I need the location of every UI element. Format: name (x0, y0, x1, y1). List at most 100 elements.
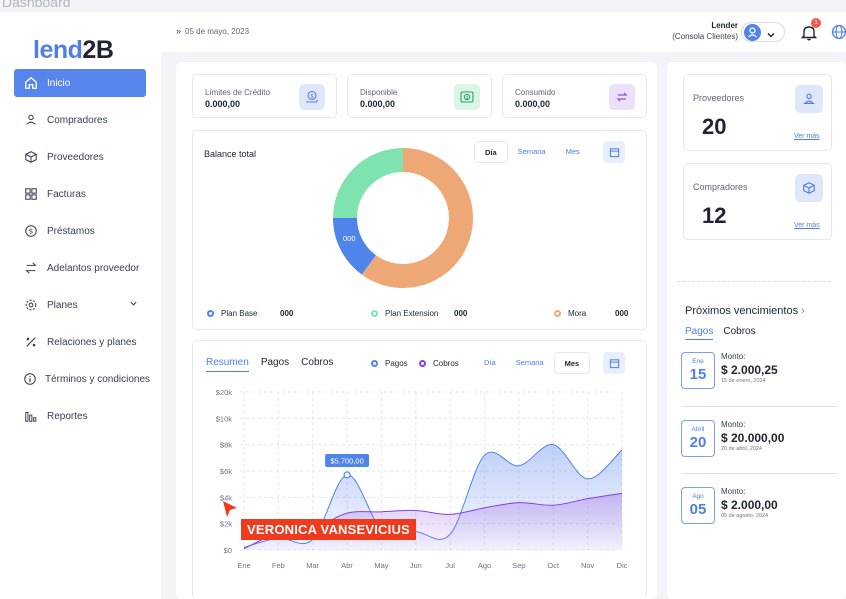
sidebar-item-proveedores[interactable]: Proveedores (14, 143, 146, 171)
cash-icon: $ (454, 84, 480, 110)
date-badge: Ago 05 (681, 487, 715, 524)
legend-plan-base: Plan Base (207, 309, 257, 318)
legend-value: 000 (280, 309, 294, 318)
legend-dot (207, 310, 214, 317)
ver-mas-link[interactable]: Ver más (794, 222, 820, 229)
tab-pagos[interactable]: Pagos (685, 326, 714, 340)
x-tick-label: May (374, 561, 388, 570)
balance-title: Balance total (204, 149, 257, 159)
sidebar-item-label: Términos y condiciones (45, 373, 151, 385)
user-role: Lender (711, 21, 738, 30)
x-tick-label: Ago (478, 561, 491, 570)
legend-value: 000 (454, 309, 468, 318)
legend-value: 000 (615, 309, 629, 318)
svg-text:$: $ (29, 228, 33, 236)
tab-cobros[interactable]: Cobros (301, 357, 334, 368)
sidebar-nav: Inicio Compradores Proveedores Facturas … (14, 69, 150, 439)
grid-icon (23, 186, 39, 202)
x-tick-label: Sep (512, 561, 525, 570)
y-tick-label: $2k (220, 520, 232, 529)
sidebar-item-label: Adelantos proveedor (47, 262, 140, 274)
balance-period-selector: Día Semana Mes (474, 141, 590, 163)
sidebar-item-relaciones[interactable]: Relaciones y planes (14, 328, 146, 356)
cursor-user-label: VERONICA VANSEVICIUS (241, 519, 416, 540)
tooltip-label: $5.700,00 (330, 456, 363, 465)
dollar-circle-icon: $ (23, 223, 39, 239)
legend-dot (419, 360, 426, 367)
vencimientos-title[interactable]: Próximos vencimientos › (685, 305, 805, 317)
calendar-button[interactable] (603, 352, 625, 374)
sidebar-item-label: Reportes (47, 410, 88, 422)
period-mes[interactable]: Mes (553, 352, 591, 374)
y-tick-label: $20k (216, 388, 233, 397)
legend-dot (371, 360, 378, 367)
x-tick-label: Ene (237, 561, 250, 570)
calendar-button[interactable] (603, 141, 625, 163)
calendar-icon (609, 358, 619, 368)
period-semana[interactable]: Semana (517, 147, 546, 156)
y-tick-label: $0 (224, 546, 232, 555)
topbar: » 05 de mayo, 2023 Lender (Consola Client… (161, 12, 846, 52)
cursor-pointer-icon (223, 501, 237, 517)
donut-center-label: 000 (343, 234, 356, 243)
avatar (744, 24, 761, 41)
box-icon (795, 174, 823, 202)
ver-mas-link[interactable]: Ver más (794, 133, 820, 140)
stat-card-consumido: Consumido 0.000,00 (502, 74, 647, 118)
tab-pagos[interactable]: Pagos (260, 357, 290, 368)
legend-dot (371, 310, 378, 317)
period-dia[interactable]: Día (484, 358, 496, 367)
date-badge: Abril 20 (681, 420, 715, 457)
period-mes[interactable]: Mes (565, 147, 580, 156)
tab-resumen[interactable]: Resumen (206, 357, 249, 372)
user-info: Lender (Consola Clientes) (666, 20, 738, 42)
sidebar-item-adelantos[interactable]: Adelantos proveedor (14, 254, 146, 282)
tooltip-box (325, 453, 370, 467)
svg-text:$: $ (466, 95, 469, 101)
double-chevron-icon[interactable]: » (176, 26, 182, 36)
transfer-icon (23, 260, 39, 276)
vencimiento-item[interactable]: Ene 15 Monto: $ 2.000,25 15 de enero, 2024 (681, 352, 838, 412)
sidebar-item-label: Facturas (47, 188, 86, 200)
logo[interactable]: lend2B (33, 36, 114, 64)
vencimiento-item[interactable]: Abril 20 Monto: $ 20.000,00 20 de abril, 20… (681, 420, 838, 480)
sidebar-item-label: Proveedores (47, 151, 104, 163)
area-chart: $0 $2k $4k $6k $8k $10k $20k Ene Feb Mar Abr May Jun… (216, 388, 628, 570)
sidebar-item-compradores[interactable]: Compradores (14, 106, 146, 134)
y-tick-label: $4k (220, 493, 232, 502)
chevron-down-icon (129, 299, 138, 311)
donut-slice-plan-extension (333, 148, 403, 218)
x-tick-label: Feb (272, 561, 285, 570)
bell-icon[interactable] (800, 24, 818, 46)
sidebar-item-inicio[interactable]: Inicio (14, 69, 146, 97)
stat-card-limites: Límites de Crédito 0.000,00 $ (192, 74, 337, 118)
sidebar-item-label: Planes (47, 299, 78, 311)
percent-icon (23, 334, 39, 350)
donut-chart: 000 (333, 148, 473, 288)
sidebar-item-label: Préstamos (47, 225, 95, 237)
notification-badge: 1 (811, 18, 821, 28)
globe-icon[interactable] (831, 24, 846, 45)
sidebar-item-facturas[interactable]: Facturas (14, 180, 146, 208)
period-dia[interactable]: Día (474, 141, 508, 163)
sidebar-item-planes[interactable]: Planes (14, 291, 146, 319)
x-tick-label: Mar (306, 561, 319, 570)
user-menu-button[interactable] (741, 22, 785, 42)
data-point-highlight (343, 471, 351, 479)
legend-plan-extension: Plan Extension (371, 309, 438, 318)
sidebar-item-prestamos[interactable]: $ Préstamos (14, 217, 146, 245)
x-tick-label: Jun (410, 561, 422, 570)
x-tick-label: Nov (581, 561, 595, 570)
tab-cobros[interactable]: Cobros (723, 326, 756, 337)
x-tick-label: Oct (547, 561, 560, 570)
sidebar-item-label: Relaciones y planes (47, 336, 137, 348)
user-console: (Consola Clientes) (672, 32, 738, 41)
calendar-icon (609, 147, 619, 157)
info-icon (23, 371, 37, 387)
divider (681, 473, 837, 474)
sidebar-item-reportes[interactable]: Reportes (14, 402, 146, 430)
vencimiento-item[interactable]: Ago 05 Monto: $ 2.000,00 05 de agosto, 2024 (681, 487, 838, 547)
sidebar-item-terminos[interactable]: Términos y condiciones (14, 365, 150, 393)
period-semana[interactable]: Semana (515, 358, 544, 367)
vencimientos-tabs: Pagos Cobros (685, 326, 766, 340)
